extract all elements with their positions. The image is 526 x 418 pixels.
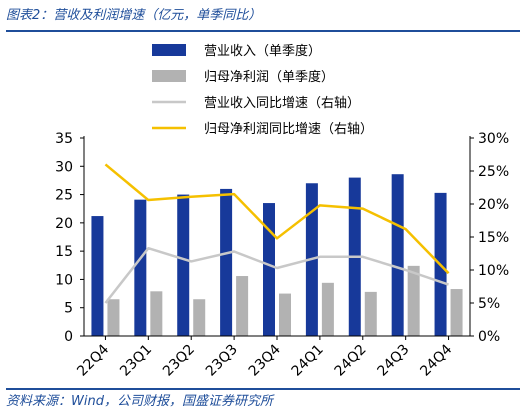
y-left-tick-label: 10 <box>55 272 73 288</box>
bar-net-profit-24Q3 <box>407 265 420 336</box>
bar-net-profit-24Q1 <box>321 282 334 336</box>
bar-revenue-22Q4 <box>91 216 104 336</box>
x-tick-label: 23Q2 <box>160 342 198 380</box>
bar-net-profit-24Q4 <box>450 289 463 336</box>
y-left-tick-label: 30 <box>55 159 73 175</box>
x-tick-label: 24Q1 <box>289 342 327 380</box>
x-tick-label: 24Q2 <box>332 342 370 380</box>
legend-label: 营业收入（单季度） <box>204 43 321 59</box>
bar-revenue-23Q1 <box>134 199 147 336</box>
line-revenue-growth <box>104 246 449 304</box>
legend-label: 归母净利润同比增速（右轴） <box>204 122 373 137</box>
legend-label: 归母净利润（单季度） <box>204 69 334 85</box>
bar-revenue-23Q4 <box>263 203 275 336</box>
y-right-tick-label: 0% <box>478 329 500 345</box>
legend-swatch <box>152 70 186 82</box>
y-left-tick-label: 5 <box>64 301 73 317</box>
x-tick-label: 23Q1 <box>117 342 155 380</box>
figure-title: 图表2：营收及利润增速（亿元，单季同比） <box>6 6 520 32</box>
figure-source: 资料来源：Wind，公司财报，国盛证券研究所 <box>6 388 520 416</box>
bar-net-profit-24Q2 <box>364 291 377 336</box>
bar-net-profit-23Q4 <box>279 293 291 336</box>
y-right-tick-label: 20% <box>478 197 509 213</box>
y-right-tick-label: 10% <box>478 263 509 279</box>
y-right-tick-label: 30% <box>478 131 509 147</box>
x-tick-label: 23Q4 <box>246 341 284 379</box>
y-right-tick-label: 25% <box>478 164 509 180</box>
y-left-tick-label: 25 <box>55 188 73 204</box>
legend-swatch <box>152 44 186 56</box>
x-tick-label: 23Q3 <box>203 342 241 380</box>
x-tick-label: 24Q4 <box>417 341 455 379</box>
bar-net-profit-23Q3 <box>236 276 249 336</box>
line-net-profit-growth <box>104 163 450 275</box>
bar-net-profit-23Q1 <box>150 291 163 336</box>
bar-revenue-24Q3 <box>391 174 404 336</box>
y-left-tick-label: 20 <box>55 216 73 232</box>
chart-legend: 营业收入（单季度） 归母净利润（单季度） 营业收入同比增速（右轴） 归母净利润同比增速… <box>152 43 373 137</box>
x-tick-label: 24Q3 <box>374 342 412 380</box>
bar-revenue-23Q3 <box>220 188 233 336</box>
bar-net-profit-22Q4 <box>107 299 120 336</box>
bar-revenue-23Q2 <box>177 194 190 336</box>
y-left-tick-label: 15 <box>55 244 73 260</box>
y-left-tick-label: 0 <box>64 329 73 345</box>
y-right-tick-label: 15% <box>478 230 509 246</box>
y-right-tick-label: 5% <box>478 296 500 312</box>
bar-net-profit-23Q2 <box>193 299 206 336</box>
y-left-tick-label: 35 <box>55 131 73 147</box>
x-tick-label: 22Q4 <box>74 341 112 379</box>
legend-label: 营业收入同比增速（右轴） <box>204 96 360 111</box>
line-layer <box>104 163 450 304</box>
